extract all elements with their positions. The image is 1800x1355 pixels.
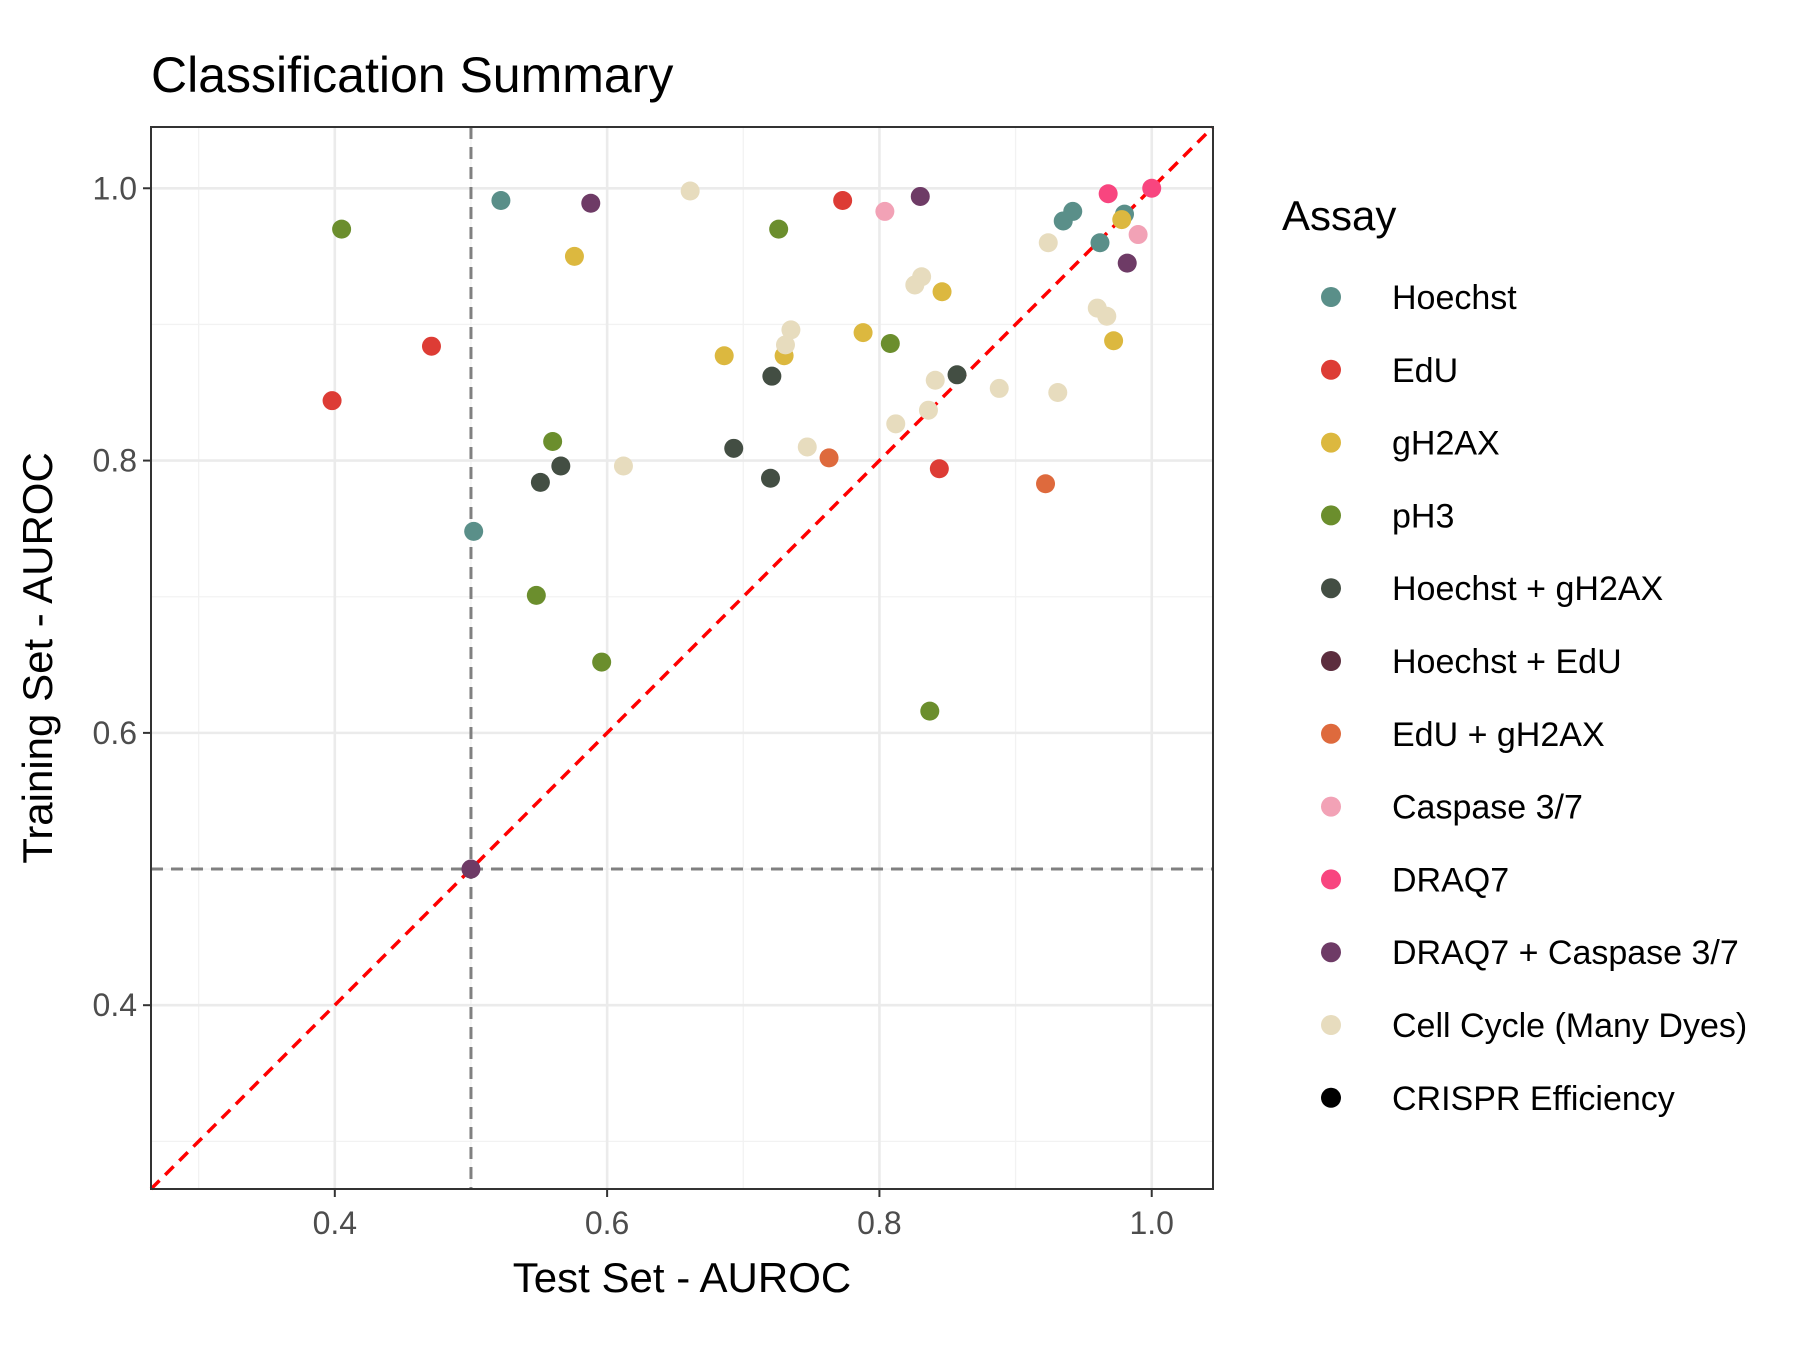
data-point bbox=[929, 459, 949, 479]
data-point bbox=[1048, 383, 1068, 402]
legend-label: Caspase 3/7 bbox=[1392, 789, 1583, 827]
legend-key bbox=[1321, 578, 1341, 599]
data-point bbox=[1038, 233, 1058, 253]
data-point bbox=[530, 472, 550, 492]
legend-label: EdU + gH2AX bbox=[1392, 716, 1605, 754]
legend-key bbox=[1321, 359, 1341, 380]
legend-key bbox=[1321, 796, 1341, 817]
data-point bbox=[1098, 184, 1118, 204]
legend-label: DRAQ7 + Caspase 3/7 bbox=[1392, 934, 1739, 972]
data-point bbox=[464, 521, 484, 541]
data-point bbox=[322, 391, 342, 411]
data-point bbox=[526, 585, 546, 605]
data-point bbox=[1104, 331, 1124, 351]
legend: Assay Hoechst EdU gH2AX pH3 Hoechst + gH2AX H… bbox=[1282, 192, 1747, 1118]
data-point bbox=[543, 432, 563, 452]
legend-key bbox=[1321, 1015, 1341, 1035]
data-point bbox=[775, 335, 795, 355]
data-point bbox=[1090, 233, 1110, 253]
data-point bbox=[564, 246, 584, 266]
data-point bbox=[761, 468, 780, 488]
y-tick-label: 1.0 bbox=[93, 170, 137, 206]
data-point bbox=[592, 652, 612, 672]
data-point bbox=[853, 323, 873, 343]
x-axis-title: Test Set - AUROC bbox=[513, 1254, 851, 1301]
y-axis-title: Training Set - AUROC bbox=[14, 452, 61, 864]
data-point bbox=[1063, 201, 1083, 221]
data-point bbox=[613, 456, 633, 476]
legend-label: gH2AX bbox=[1392, 425, 1500, 463]
data-point bbox=[912, 267, 932, 287]
diagonal-identity-line bbox=[149, 125, 1215, 1191]
data-point bbox=[1142, 178, 1162, 198]
data-point bbox=[989, 378, 1009, 398]
data-points bbox=[322, 178, 1162, 879]
legend-key bbox=[1321, 287, 1341, 307]
data-point bbox=[491, 191, 511, 211]
data-point bbox=[680, 181, 700, 201]
data-point bbox=[920, 701, 940, 721]
data-point bbox=[762, 366, 782, 386]
y-tick-label: 0.4 bbox=[93, 987, 137, 1023]
data-point bbox=[581, 193, 601, 213]
data-point bbox=[1117, 253, 1137, 273]
data-point bbox=[833, 191, 853, 211]
data-point bbox=[724, 438, 744, 458]
legend-label: Hoechst + EdU bbox=[1392, 643, 1622, 681]
data-point bbox=[461, 859, 481, 879]
y-tick-label: 0.6 bbox=[93, 715, 137, 751]
data-point bbox=[886, 414, 906, 434]
legend-label: pH3 bbox=[1392, 497, 1454, 535]
data-point bbox=[918, 400, 938, 420]
legend-title: Assay bbox=[1282, 192, 1396, 239]
legend-label: CRISPR Efficiency bbox=[1392, 1080, 1675, 1118]
x-tick-label: 0.6 bbox=[585, 1205, 629, 1241]
data-point bbox=[714, 346, 734, 366]
legend-key bbox=[1321, 1087, 1341, 1108]
data-point bbox=[797, 437, 817, 457]
data-point bbox=[880, 333, 900, 353]
legend-key bbox=[1321, 723, 1341, 744]
legend-label: Hoechst bbox=[1392, 279, 1517, 317]
legend-label: EdU bbox=[1392, 352, 1458, 390]
plot-panel-border bbox=[150, 126, 1214, 1190]
axes: 0.4 0.6 0.8 1.0 0.4 0.6 0.8 1.0 bbox=[93, 170, 1174, 1241]
data-point bbox=[1097, 306, 1117, 326]
legend-label: Hoechst + gH2AX bbox=[1392, 570, 1663, 608]
x-tick-label: 0.4 bbox=[313, 1205, 357, 1241]
data-point bbox=[819, 448, 839, 468]
data-point bbox=[1128, 225, 1148, 245]
legend-key bbox=[1321, 869, 1341, 890]
x-tick-label: 0.8 bbox=[857, 1205, 901, 1241]
data-point bbox=[781, 320, 801, 340]
legend-key bbox=[1321, 505, 1341, 526]
legend-key bbox=[1321, 942, 1341, 963]
data-point bbox=[910, 186, 930, 206]
x-tick-label: 1.0 bbox=[1129, 1205, 1173, 1241]
data-point bbox=[1036, 474, 1056, 494]
data-point bbox=[769, 219, 789, 239]
y-tick-label: 0.8 bbox=[93, 443, 137, 479]
data-point bbox=[947, 365, 967, 385]
legend-key bbox=[1321, 432, 1341, 453]
data-point bbox=[551, 456, 571, 476]
grid-lines bbox=[151, 127, 1213, 1189]
chart-title: Classification Summary bbox=[151, 47, 673, 103]
data-point bbox=[332, 219, 352, 239]
data-point bbox=[932, 282, 952, 302]
legend-label: DRAQ7 bbox=[1392, 861, 1509, 899]
data-point bbox=[1112, 210, 1132, 230]
reference-lines bbox=[149, 125, 1215, 1191]
legend-key bbox=[1321, 651, 1341, 671]
data-point bbox=[421, 336, 441, 356]
legend-label: Cell Cycle (Many Dyes) bbox=[1392, 1007, 1747, 1045]
data-point bbox=[875, 201, 895, 221]
data-point bbox=[925, 370, 945, 390]
